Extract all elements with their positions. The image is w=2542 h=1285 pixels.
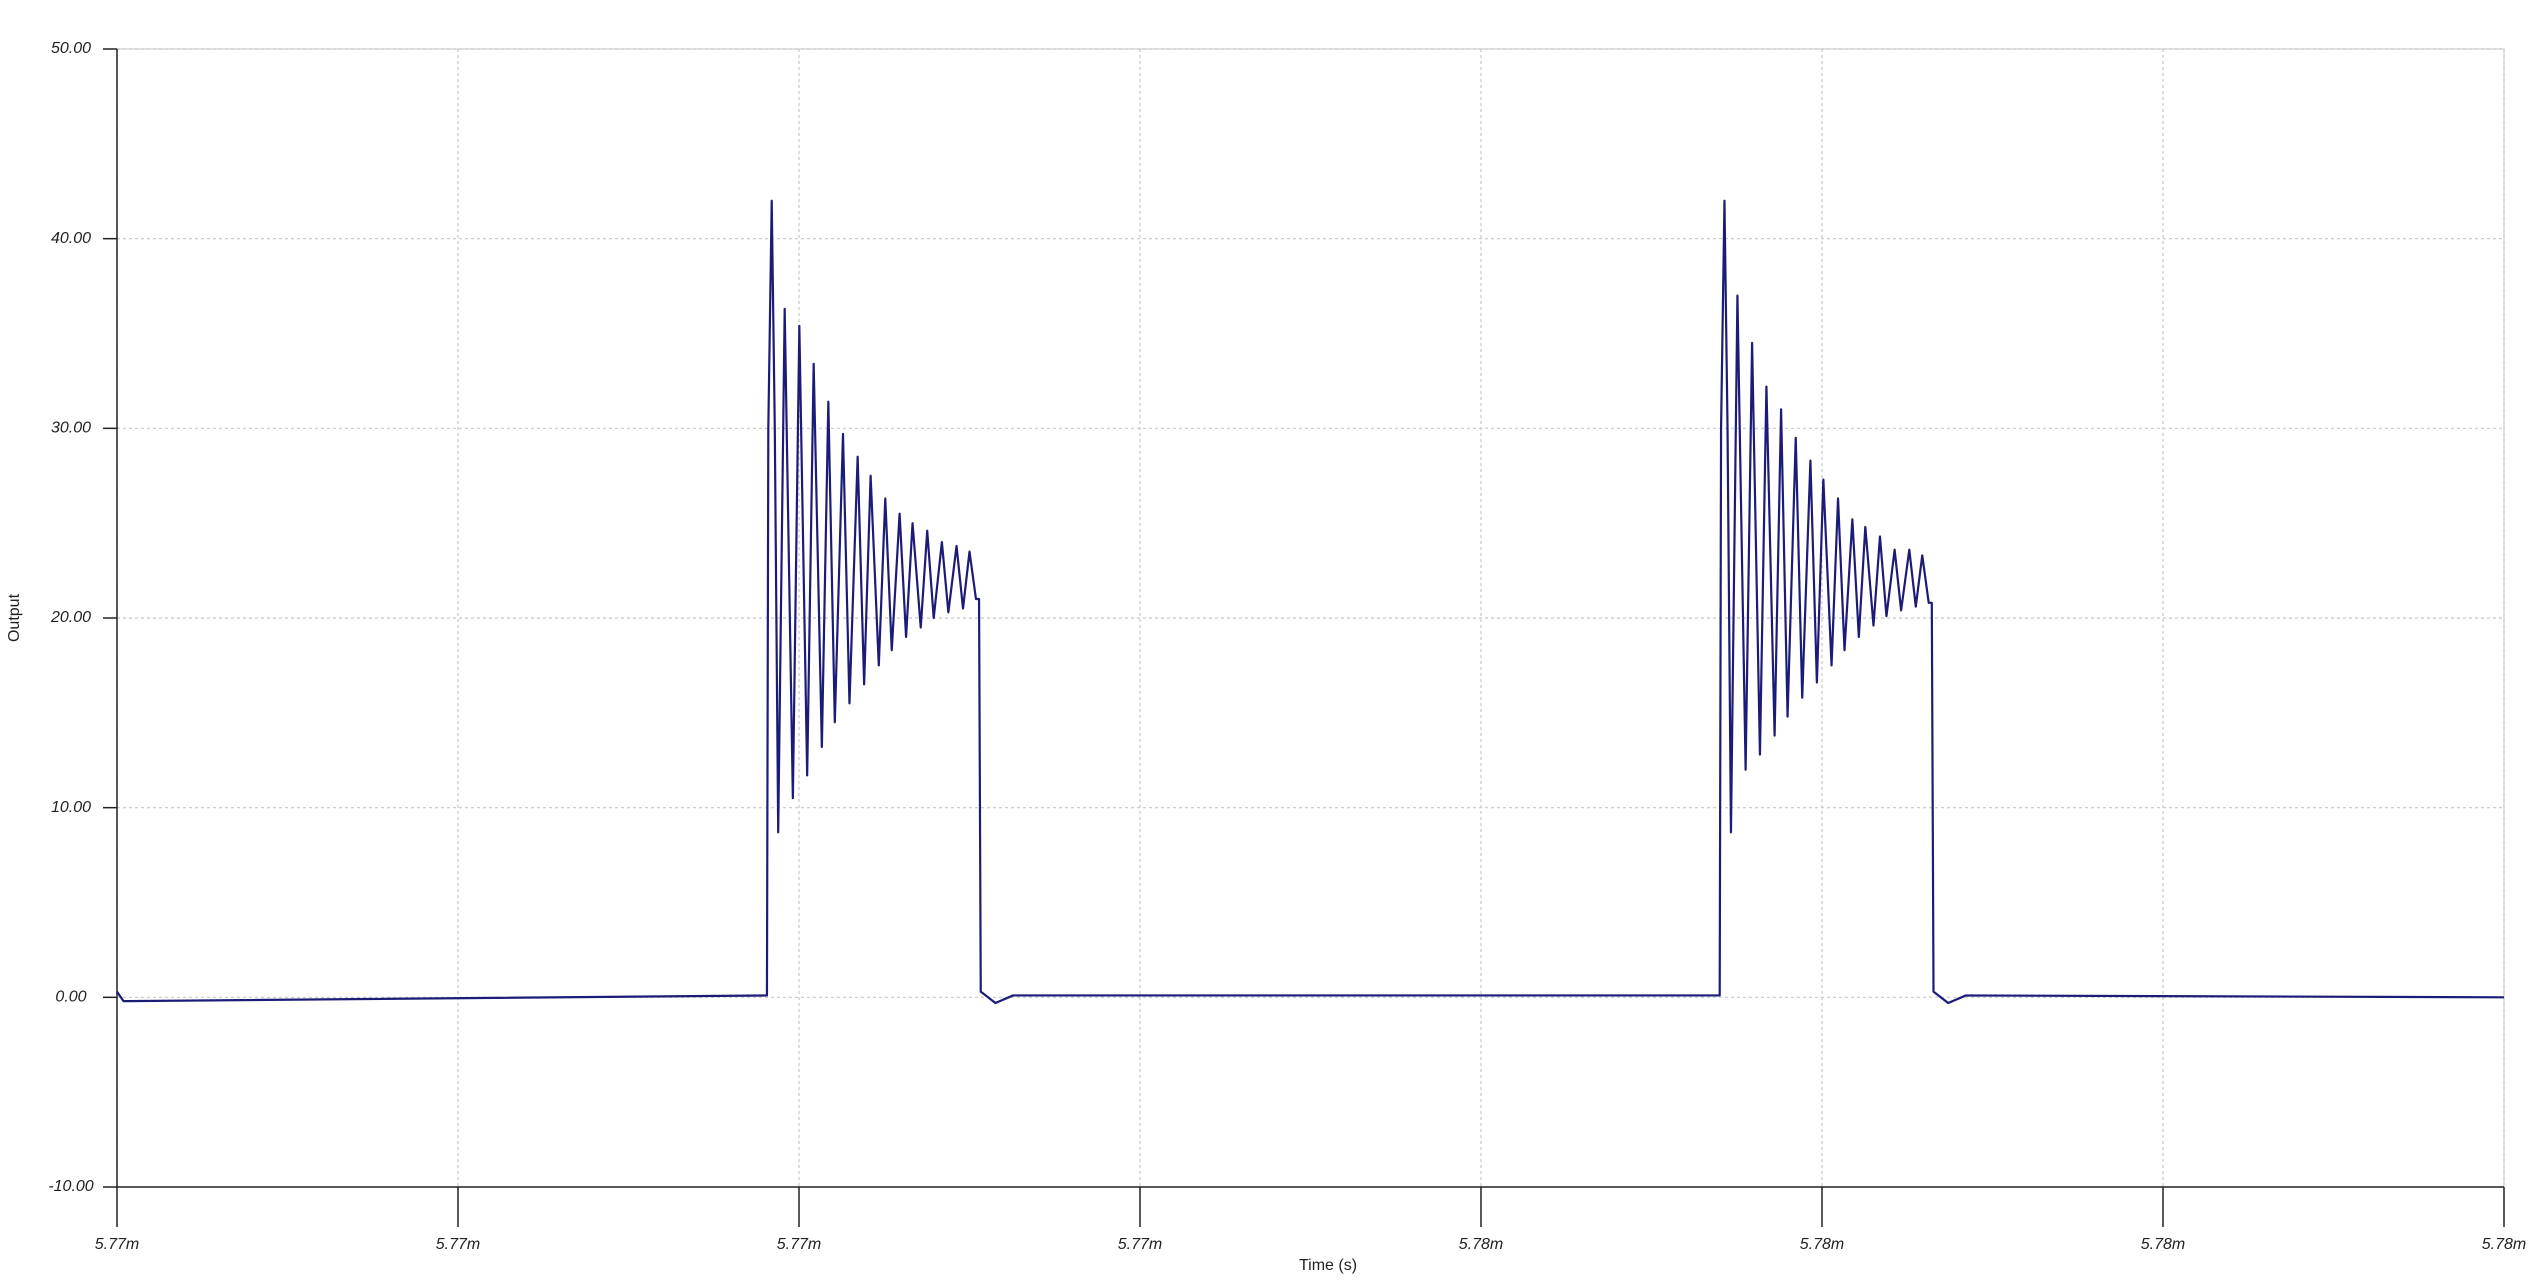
y-tick-label: 30.00 xyxy=(51,420,91,437)
x-tick-label: 5.77m xyxy=(436,1236,480,1253)
y-tick-label: 20.00 xyxy=(50,609,91,626)
x-tick-label: 5.78m xyxy=(2141,1236,2185,1253)
x-tick-label: 5.78m xyxy=(1459,1236,1503,1253)
x-tick-label: 5.77m xyxy=(777,1236,821,1253)
x-tick-label: 5.78m xyxy=(2482,1236,2526,1253)
x-tick-label: 5.77m xyxy=(1118,1236,1162,1253)
y-axis-title: Output xyxy=(6,593,23,642)
x-tick-label: 5.77m xyxy=(95,1236,139,1253)
y-tick-label: 50.00 xyxy=(51,40,91,57)
data-line xyxy=(116,199,2505,1005)
y-tick-label: 10.00 xyxy=(51,799,91,816)
x-axis-title: Time (s) xyxy=(1299,1257,1357,1274)
y-tick-label: 40.00 xyxy=(51,230,91,247)
x-tick-label: 5.78m xyxy=(1800,1236,1844,1253)
y-tick-label: 0.00 xyxy=(55,989,86,1006)
y-tick-label: -10.00 xyxy=(48,1178,93,1195)
